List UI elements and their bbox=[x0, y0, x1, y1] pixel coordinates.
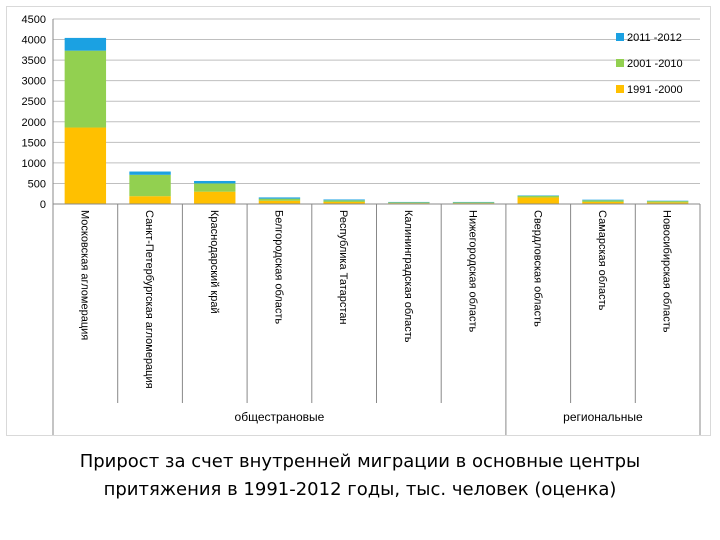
legend-swatch bbox=[616, 33, 624, 41]
bar-segment bbox=[323, 200, 365, 202]
y-tick-label: 4500 bbox=[22, 14, 46, 26]
category-label: Нижегородская область bbox=[467, 210, 479, 333]
category-label: Республика Татарстан bbox=[337, 210, 349, 325]
category-label: Свердловская область bbox=[531, 210, 543, 327]
category-label: Калининградская область bbox=[402, 210, 414, 343]
category-label: Московская агломерация bbox=[78, 210, 90, 340]
caption-line-2: притяжения в 1991-2012 годы, тыс. челове… bbox=[103, 479, 617, 500]
y-tick-label: 3500 bbox=[22, 55, 46, 67]
y-tick-label: 1500 bbox=[22, 137, 46, 149]
stacked-bar-chart: 0 500 1000 1500 2000 2500 3000 3500 4000 4500 Моск… bbox=[22, 14, 701, 435]
bar-segment bbox=[129, 196, 171, 204]
y-tick-label: 2500 bbox=[22, 96, 46, 108]
bar-segment bbox=[517, 195, 559, 198]
y-tick-label: 3000 bbox=[22, 76, 46, 88]
bar-segment bbox=[129, 171, 171, 175]
bar-segment bbox=[582, 201, 624, 204]
bar-segment bbox=[582, 200, 624, 202]
bar-segment bbox=[646, 201, 689, 203]
bar-segment bbox=[64, 127, 107, 204]
legend-label: 2011 -2012 bbox=[627, 32, 682, 44]
bar-segment bbox=[452, 202, 495, 204]
bar-segment bbox=[258, 197, 301, 199]
bar-segment bbox=[323, 199, 365, 201]
caption-line-1: Прирост за счет внутренней миграции в ос… bbox=[79, 451, 641, 472]
y-tick-label: 0 bbox=[40, 199, 46, 211]
y-tick-label: 1000 bbox=[22, 158, 46, 170]
bar-segment bbox=[64, 37, 107, 51]
bar-segment bbox=[194, 183, 236, 192]
bar-segment bbox=[388, 202, 430, 204]
bar-segment bbox=[64, 50, 107, 128]
category-label: Новосибирская область bbox=[661, 210, 673, 333]
bar-segment bbox=[194, 191, 236, 204]
category-label: Белгородская область bbox=[272, 210, 284, 324]
y-tick-label: 4000 bbox=[22, 35, 46, 47]
bar-segment bbox=[129, 174, 171, 197]
y-tick-label: 2000 bbox=[22, 117, 46, 129]
legend-label: 1991 -2000 bbox=[627, 84, 683, 96]
bar-segment bbox=[258, 198, 301, 201]
bar-segment bbox=[646, 202, 689, 204]
group-label: региональные bbox=[563, 410, 643, 424]
chart-frame: 0 500 1000 1500 2000 2500 3000 3500 4000 4500 Моск… bbox=[6, 6, 711, 436]
chart-caption: Прирост за счет внутренней миграции в ос… bbox=[0, 448, 720, 504]
bar-segment bbox=[323, 201, 365, 204]
category-label: Самарская область bbox=[596, 210, 608, 311]
y-tick-label: 500 bbox=[28, 178, 46, 190]
legend-swatch bbox=[616, 59, 624, 67]
bar-segment bbox=[194, 180, 236, 184]
legend-swatch bbox=[616, 85, 624, 93]
category-label: Краснодарский край bbox=[208, 210, 220, 314]
legend-label: 2001 -2010 bbox=[627, 58, 683, 70]
category-label: Санкт-Петербургская агломерация bbox=[143, 210, 155, 389]
bar-segment bbox=[258, 200, 301, 204]
bar-segment bbox=[582, 199, 624, 201]
bar-segment bbox=[517, 197, 559, 204]
group-label: общестрановые bbox=[235, 410, 325, 424]
